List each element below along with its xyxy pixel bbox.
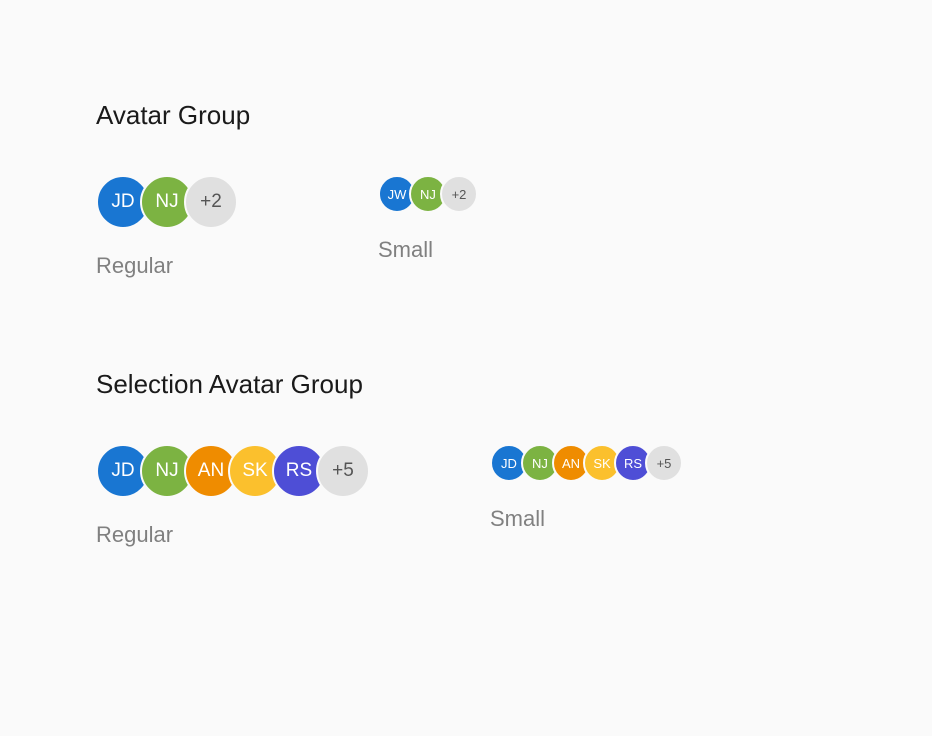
avatar-overflow[interactable]: +2 (184, 175, 238, 229)
groups-row: JD NJ AN SK RS +5 Regular JD NJ AN SK RS… (96, 444, 836, 548)
group-label: Regular (96, 522, 370, 548)
avatar-group: JD NJ +2 (96, 175, 238, 229)
avatar-group: JW NJ +2 (378, 175, 478, 213)
avatar-overflow[interactable]: +5 (645, 444, 683, 482)
section-title: Avatar Group (96, 100, 836, 131)
group-column-small: JD NJ AN SK RS +5 Small (490, 444, 683, 532)
groups-row: JD NJ +2 Regular JW NJ +2 Small (96, 175, 836, 279)
section-title: Selection Avatar Group (96, 369, 836, 400)
group-column-regular: JD NJ AN SK RS +5 Regular (96, 444, 370, 548)
avatar-group: JD NJ AN SK RS +5 (490, 444, 683, 482)
group-label: Small (378, 237, 478, 263)
group-column-small: JW NJ +2 Small (378, 175, 478, 263)
group-label: Small (490, 506, 683, 532)
group-column-regular: JD NJ +2 Regular (96, 175, 238, 279)
avatar-overflow[interactable]: +2 (440, 175, 478, 213)
avatar-group-section: Avatar Group JD NJ +2 Regular JW NJ +2 S… (96, 100, 836, 279)
group-label: Regular (96, 253, 238, 279)
avatar-group: JD NJ AN SK RS +5 (96, 444, 370, 498)
avatar-overflow[interactable]: +5 (316, 444, 370, 498)
selection-avatar-group-section: Selection Avatar Group JD NJ AN SK RS +5… (96, 369, 836, 548)
